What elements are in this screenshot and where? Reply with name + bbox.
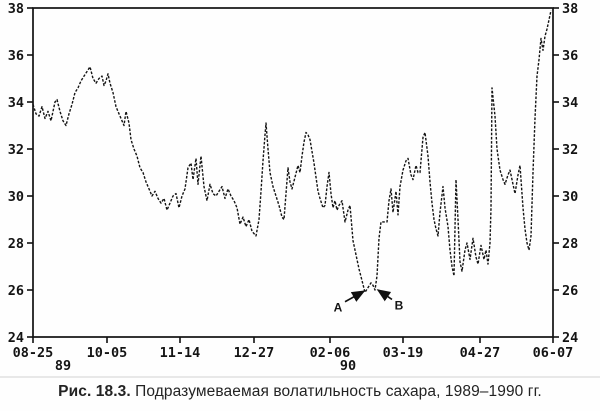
volatility-chart: 24 24 26 26 28 28 30 30 32 32 34 34 36 36 38 38 08-25 10-… — [0, 1, 600, 378]
y-axis-label-right: 24 — [562, 330, 578, 346]
y-axis-label-right: 28 — [562, 236, 578, 252]
x-axis-label: 08-25 — [13, 345, 54, 361]
y-axis-label-right: 32 — [562, 142, 578, 158]
y-axis-label-left: 38 — [8, 1, 24, 17]
x-axis-label: 03-19 — [383, 345, 424, 361]
y-axis-label-left: 34 — [8, 95, 24, 111]
y-axis-label-left: 26 — [8, 283, 24, 299]
y-axis-label-right: 36 — [562, 48, 578, 64]
annotation-arrow-b — [376, 289, 393, 302]
figure-caption: Рис. 18.3. Подразумеваемая волатильность… — [0, 383, 600, 401]
x-axis-year-label: 89 — [55, 358, 71, 374]
y-axis-label-left: 28 — [8, 236, 24, 252]
volatility-line — [32, 10, 552, 294]
x-axis-label: 02-06 — [310, 345, 351, 361]
annotation-label-a: A — [334, 301, 343, 315]
x-axis-label: 04-27 — [460, 345, 501, 361]
y-axis-label-left: 30 — [8, 189, 24, 205]
figure-number: Рис. 18.3. — [58, 383, 131, 400]
plot-frame — [32, 7, 554, 338]
y-axis-label-left: 32 — [8, 142, 24, 158]
x-axis-year-label: 90 — [340, 358, 356, 374]
annotation-label-b: B — [395, 298, 404, 312]
y-axis-label-left: 36 — [8, 48, 24, 64]
x-axis-label: 11-14 — [160, 345, 201, 361]
chart-canvas: 24 24 26 26 28 28 30 30 32 32 34 34 36 36 38 38 08-25 10-… — [0, 1, 600, 378]
caption-text: Подразумеваемая волатильность сахара, 19… — [135, 383, 542, 400]
x-axis-label: 06-07 — [533, 345, 574, 361]
y-axis-label-right: 38 — [562, 1, 578, 17]
y-axis-label-right: 26 — [562, 283, 578, 299]
x-axis-label: 12-27 — [234, 345, 275, 361]
y-axis-label-left: 24 — [8, 330, 24, 346]
y-axis-label-right: 30 — [562, 189, 578, 205]
y-axis-label-right: 34 — [562, 95, 578, 111]
annotation-arrow-a — [344, 290, 366, 303]
x-axis-label: 10-05 — [87, 345, 128, 361]
